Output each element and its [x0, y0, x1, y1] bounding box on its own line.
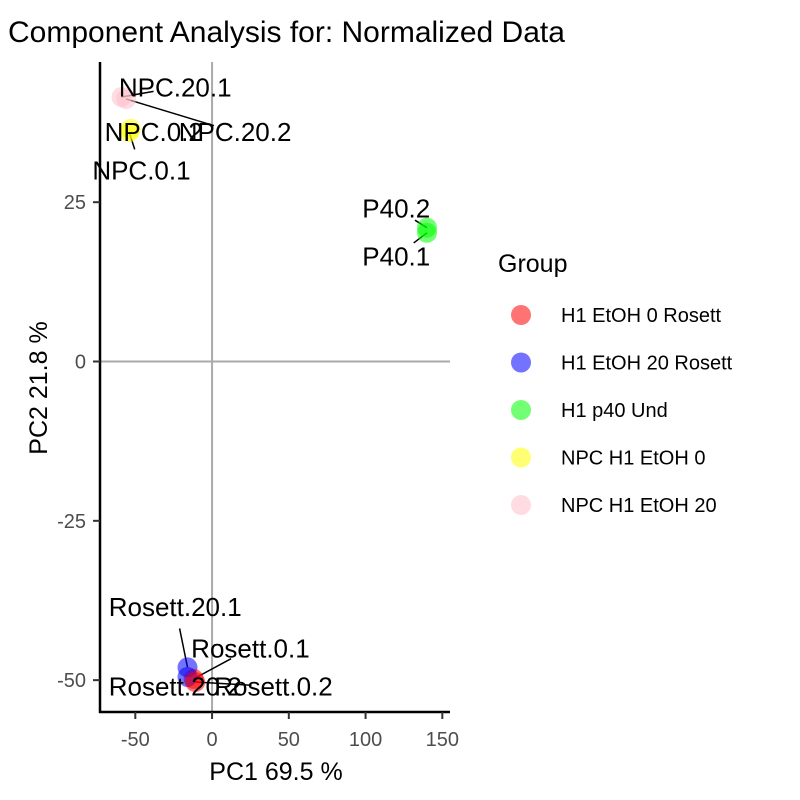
data-point-npc-20-2 [116, 88, 137, 109]
legend-items: H1 EtOH 0 Rosett H1 EtOH 20 Rosett H1 p40 … [511, 305, 733, 517]
point-label: Rosett.0.1 [191, 633, 310, 663]
point-label: P40.1 [362, 241, 430, 271]
data-point-npc-0-1 [119, 122, 140, 143]
data-point-p40-1 [416, 222, 437, 243]
legend-label: NPC H1 EtOH 20 [561, 495, 717, 517]
legend-label: H1 EtOH 0 Rosett [561, 305, 722, 327]
y-tick-label: 25 [64, 192, 86, 214]
point-label: P40.2 [362, 194, 430, 224]
point-label: NPC.0.1 [92, 155, 190, 185]
legend-key [511, 495, 531, 515]
point-label: Rosett.20.2 [109, 672, 242, 702]
point-label: NPC.20.2 [179, 117, 292, 147]
point-label: Rosett.20.1 [109, 592, 242, 622]
data-point-rosett-0-2 [185, 672, 206, 693]
y-tick-label: 0 [75, 352, 86, 374]
legend-key [511, 400, 531, 420]
x-tick-label: 150 [426, 729, 459, 751]
legend-title: Group [498, 250, 567, 278]
legend-label: NPC H1 EtOH 0 [561, 448, 705, 470]
legend-label: H1 p40 Und [561, 400, 668, 422]
x-tick-label: -50 [121, 729, 150, 751]
point-label: Rosett.0.2 [214, 672, 333, 702]
legend-key [511, 447, 531, 468]
legend-key [511, 352, 531, 373]
y-tick-label: -25 [57, 511, 86, 533]
x-axis-label: PC1 69.5 % [209, 758, 342, 786]
plot-area: -50 0 50 100 150-50-25025NPC.20.1NPC.20.2NPC… [57, 62, 459, 751]
point-label: NPC.0.2 [105, 117, 203, 147]
y-tick-label: -50 [57, 670, 86, 692]
legend-key [511, 305, 531, 325]
chart-title: Component Analysis for: Normalized Data [8, 16, 565, 49]
point-label: NPC.20.1 [119, 72, 232, 102]
x-tick-label: 50 [278, 729, 300, 751]
y-axis-label: PC2 21.8 % [25, 321, 53, 454]
label-connector [125, 98, 215, 127]
x-tick-label: 0 [206, 729, 217, 751]
x-tick-label: 100 [349, 729, 382, 751]
legend-label: H1 EtOH 20 Rosett [561, 353, 733, 375]
